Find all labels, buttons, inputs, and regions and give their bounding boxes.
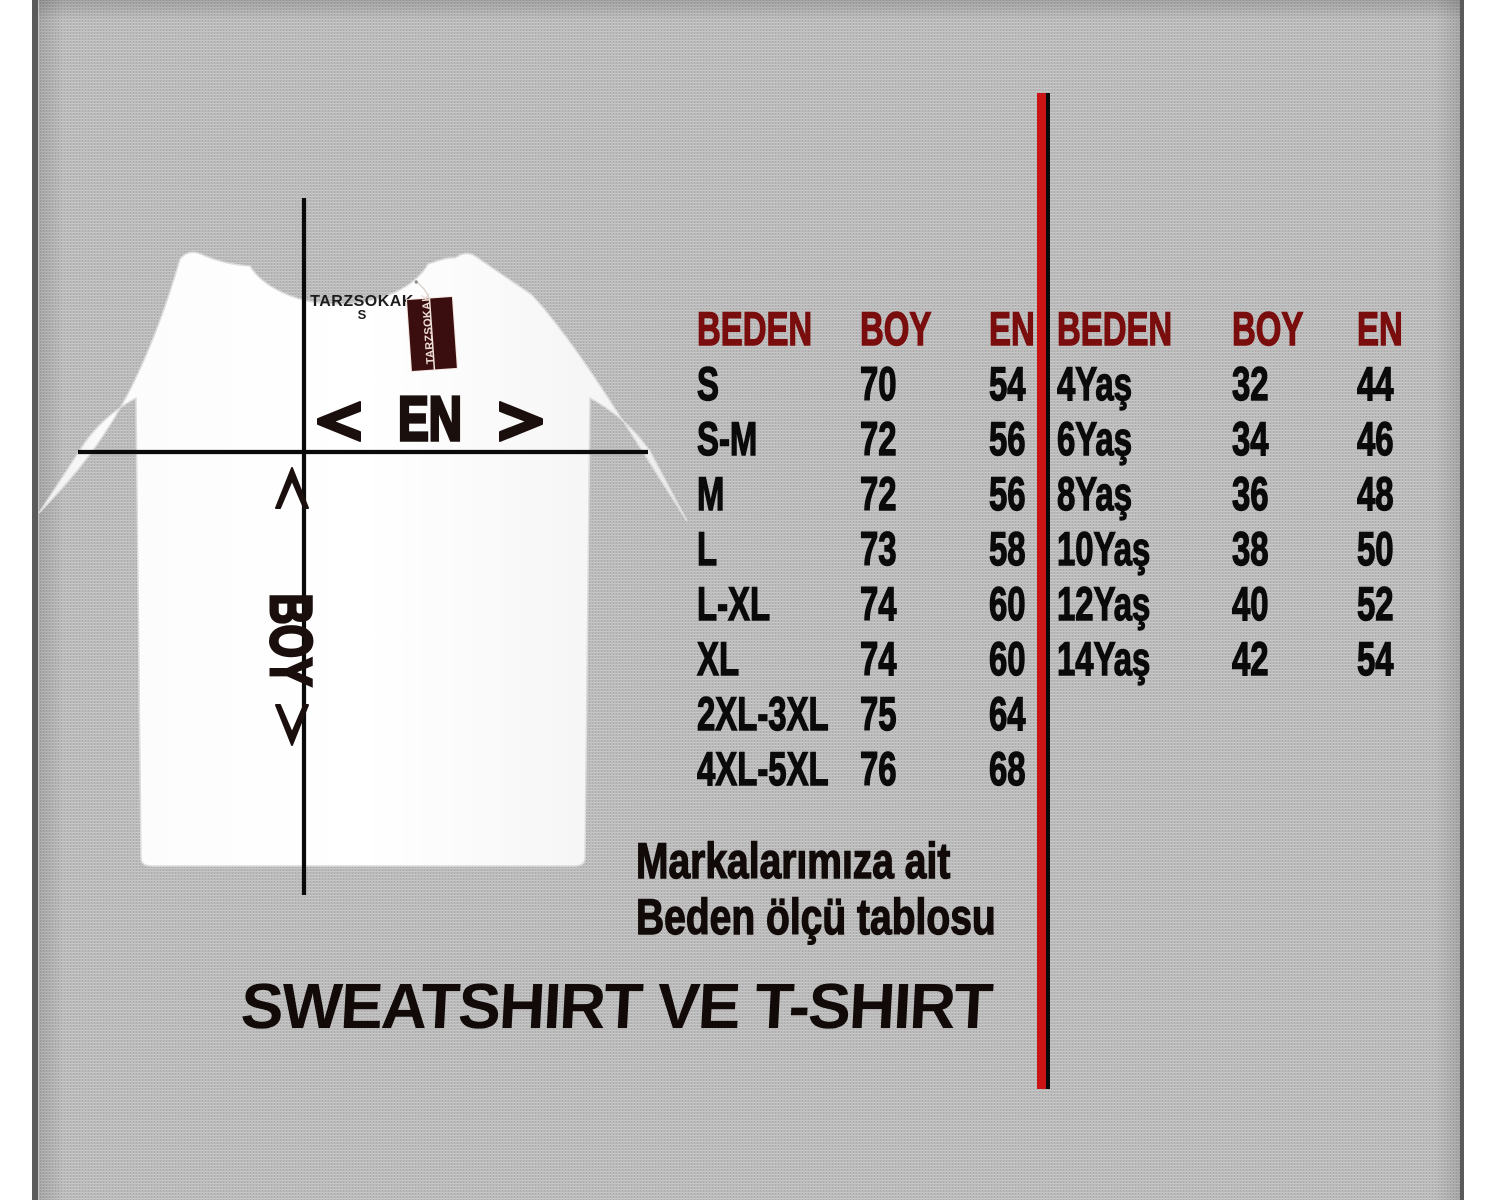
svg-text:EN: EN — [398, 384, 462, 453]
svg-text:BOY: BOY — [258, 593, 323, 686]
svg-text:S: S — [358, 307, 367, 322]
